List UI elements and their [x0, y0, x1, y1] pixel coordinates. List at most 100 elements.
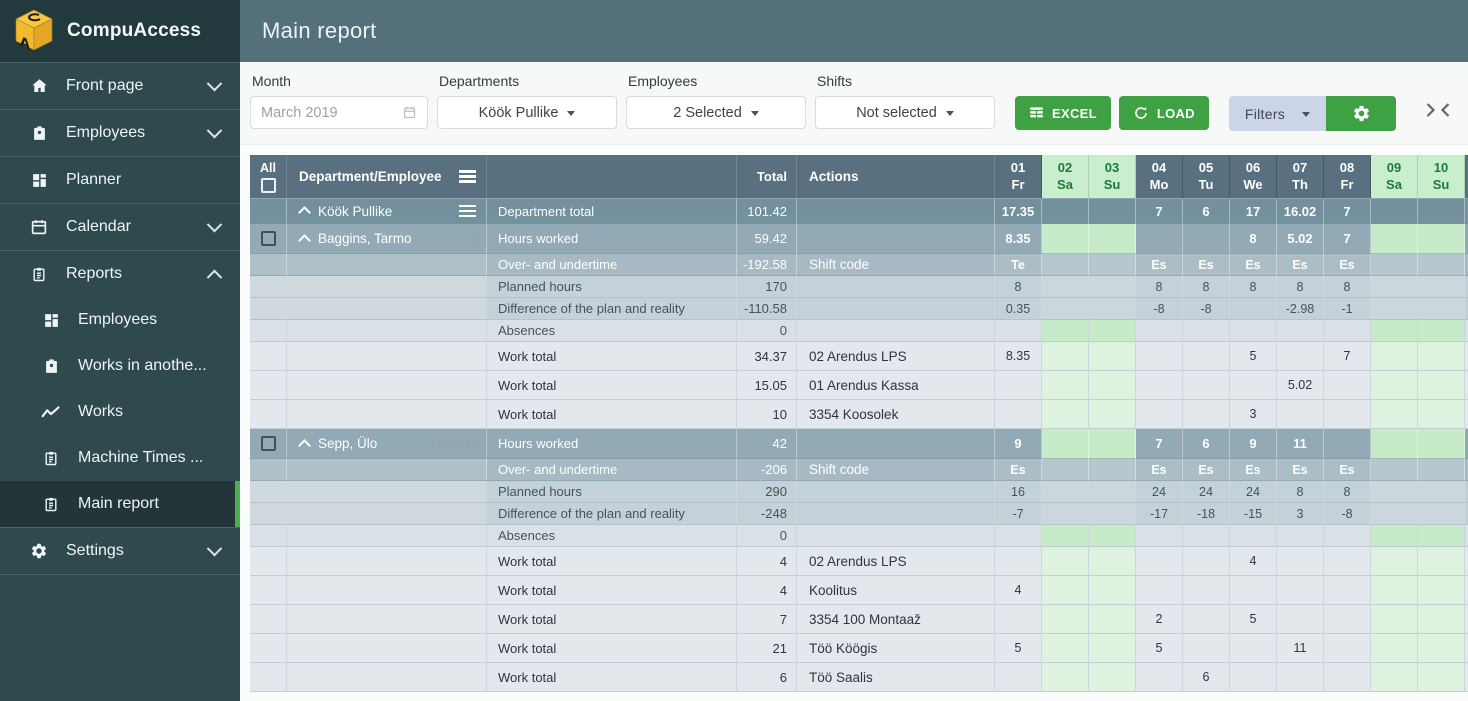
day-cell: [1230, 576, 1277, 605]
day-number: 09: [1386, 159, 1402, 175]
table-row-work: Work total 34.37 02 Arendus LPS 8.35 5 7: [250, 342, 1468, 371]
day-cell: 5: [995, 634, 1042, 663]
clipped-next-day-column: [1465, 605, 1468, 634]
day-cell: 5: [1230, 605, 1277, 634]
day-cell: [1183, 320, 1230, 342]
day-cell: [1042, 199, 1089, 224]
day-cell: 7: [1136, 199, 1183, 224]
day-cell: Es: [1277, 459, 1324, 481]
filters-button[interactable]: Filters: [1228, 96, 1327, 131]
row-label-cell: Hours worked: [487, 224, 737, 254]
caret-down-icon: [567, 111, 576, 116]
day-of-week: Th: [1292, 176, 1308, 192]
day-cell: -7: [995, 503, 1042, 525]
day-cell: [1136, 547, 1183, 576]
month-value: March 2019: [261, 104, 338, 121]
excel-button[interactable]: EXCEL: [1015, 96, 1111, 130]
brand[interactable]: A 5 CompuAccess: [0, 0, 240, 62]
day-cell: Es: [1230, 254, 1277, 276]
day-cell: [1042, 400, 1089, 429]
column-menu-icon[interactable]: [459, 175, 476, 178]
row-checkbox[interactable]: [260, 231, 276, 246]
sidebar-item-works[interactable]: Works: [0, 389, 240, 435]
day-cell: 7: [1324, 342, 1371, 371]
sidebar-item-planner[interactable]: Planner: [0, 156, 240, 203]
day-cell: [1136, 525, 1183, 547]
clipped-next-day-column: [1465, 342, 1468, 371]
sidebar-item-label: Employees: [78, 311, 158, 328]
day-cell: 9: [995, 429, 1042, 459]
clipped-next-day-column: [1465, 224, 1468, 254]
day-cell: Te: [995, 254, 1042, 276]
action-cell: Koolitus: [797, 576, 995, 605]
day-cell: [1230, 298, 1277, 320]
sidebar-item-reports[interactable]: Reports: [0, 250, 240, 297]
name-text: Sepp, Ülo: [318, 436, 378, 451]
employees-dropdown[interactable]: 2 Selected: [626, 96, 806, 129]
day-cell: [1042, 371, 1089, 400]
row-total-cell: 10: [737, 400, 797, 429]
day-cell: [1089, 199, 1136, 224]
spacer-header-cell: [487, 155, 737, 199]
day-cell: 7: [1324, 199, 1371, 224]
row-label-cell: Department total: [487, 199, 737, 224]
table-row-department: Köök Pullike Department total 101.42 17.35 7…: [250, 199, 1468, 224]
collapse-panel-control[interactable]: [1425, 72, 1468, 144]
day-cell: 8: [1183, 276, 1230, 298]
action-cell: [797, 199, 995, 224]
sidebar-item-settings[interactable]: Settings: [0, 527, 240, 575]
select-all-checkbox[interactable]: [260, 177, 276, 193]
sidebar-item-main-report[interactable]: Main report: [0, 481, 240, 527]
row-total-cell: 290: [737, 481, 797, 503]
day-of-week: Fr: [1340, 176, 1354, 192]
sidebar-item-works-in-anothe[interactable]: Works in anothe...: [0, 343, 240, 389]
row-checkbox[interactable]: [260, 436, 276, 451]
table-row-absence: Absences 0: [250, 525, 1468, 547]
row-total-cell: 42: [737, 429, 797, 459]
sidebar-item-machine-times[interactable]: Machine Times ...: [0, 435, 240, 481]
sidebar-item-label: Reports: [66, 265, 123, 282]
day-cell: [1089, 224, 1136, 254]
sidebar-item-employees[interactable]: Employees: [0, 109, 240, 156]
day-cell: [1042, 459, 1089, 481]
table-row-shift: Over- and undertime -206 Shift code Es Es Es E…: [250, 459, 1468, 481]
day-number: 07: [1292, 159, 1308, 175]
day-cell: [1324, 525, 1371, 547]
load-button[interactable]: LOAD: [1118, 96, 1209, 130]
day-cell: [1418, 320, 1465, 342]
name-text: Baggins, Tarmo: [318, 231, 412, 246]
name-cell: Sepp, Ülo 1123442: [287, 429, 487, 459]
day-cell: [1418, 224, 1465, 254]
all-header-cell: All: [250, 155, 287, 199]
collapse-caret-icon[interactable]: [298, 233, 311, 247]
shifts-dropdown[interactable]: Not selected: [815, 96, 995, 129]
table-row-detail: Difference of the plan and reality -248 -7…: [250, 503, 1468, 525]
action-cell: Töö Köögis: [797, 634, 995, 663]
day-cell: 24: [1136, 481, 1183, 503]
departments-dropdown[interactable]: Köök Pullike: [437, 96, 617, 129]
day-cell: [1042, 663, 1089, 692]
name-cell: [287, 342, 487, 371]
day-cell: [1089, 663, 1136, 692]
name-cell: [287, 371, 487, 400]
day-cell: [1089, 459, 1136, 481]
collapse-caret-icon[interactable]: [298, 438, 311, 452]
table-settings-button[interactable]: [1326, 96, 1397, 131]
row-menu-icon[interactable]: [459, 209, 476, 213]
day-of-week: Su: [1103, 176, 1121, 192]
day-cell: [1089, 298, 1136, 320]
collapse-caret-icon[interactable]: [298, 206, 311, 219]
day-cell: [1324, 371, 1371, 400]
day-cell: [1371, 605, 1418, 634]
clipped-next-day-column: [1465, 547, 1468, 576]
table-row-work: Work total 21 Töö Köögis 5 5 11: [250, 634, 1468, 663]
load-button-label: LOAD: [1156, 105, 1195, 121]
sidebar-item-front-page[interactable]: Front page: [0, 62, 240, 109]
checkbox-cell: [250, 525, 287, 547]
sidebar-item-employees[interactable]: Employees: [0, 297, 240, 343]
checkbox-cell: [250, 459, 287, 481]
action-cell: [797, 224, 995, 254]
day-header-03: 03 Su: [1089, 155, 1136, 199]
sidebar-item-calendar[interactable]: Calendar: [0, 203, 240, 250]
month-input[interactable]: March 2019: [250, 96, 428, 129]
